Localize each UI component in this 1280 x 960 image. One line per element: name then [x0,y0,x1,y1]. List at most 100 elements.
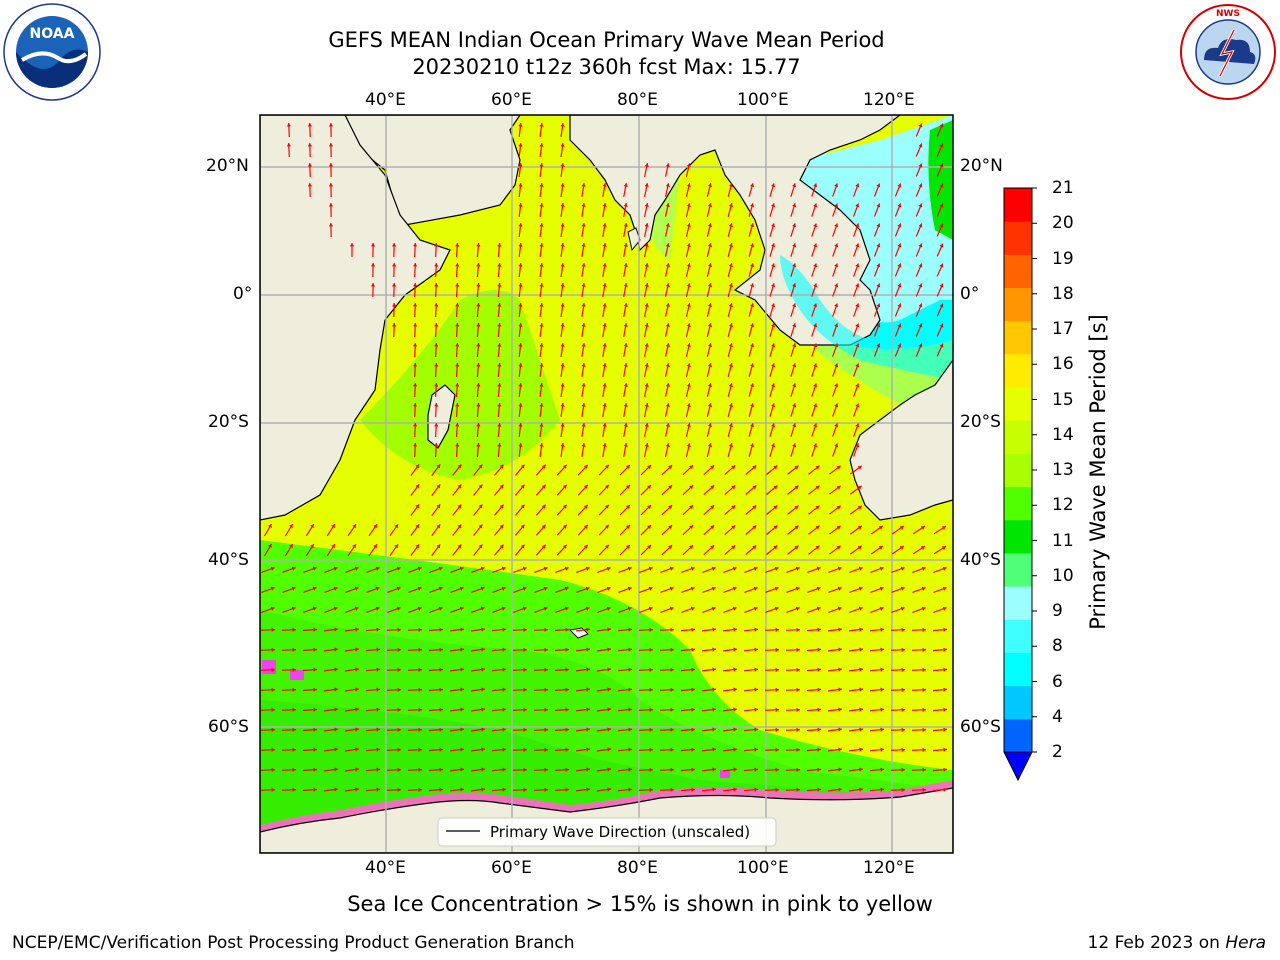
wave-arrow-head [775,747,779,752]
wave-arrow-head [481,707,485,712]
wave-arrow-head [501,566,506,571]
wave-arrow-head [460,787,464,792]
wave-arrow-head [795,566,800,571]
wave-arrow-head [459,606,464,611]
wave-arrow-head [855,223,860,228]
wave-arrow-head [792,343,797,348]
wave-arrow-head [857,485,862,490]
wave-arrow-head [817,627,821,632]
lon-tick-top: 80°E [617,90,658,110]
wave-arrow-head [690,586,695,591]
wave-arrow-head [628,727,632,732]
wave-arrow-head [394,524,399,529]
wave-arrow-head [518,363,523,367]
wave-arrow-head [670,747,674,752]
wave-arrow-head [286,123,291,127]
wave-arrow-head [771,303,775,308]
wave-arrow-head [497,323,502,327]
wave-arrow-head [581,203,586,207]
wave-arrow-head [943,747,947,752]
wave-arrow-head [918,283,923,288]
wave-arrow-head [834,403,839,408]
wave-arrow-head [333,566,338,571]
wave-arrow-head [586,707,590,712]
wave-arrow-head [583,504,588,509]
wave-arrow-head [732,566,737,571]
wave-arrow-head [897,323,902,328]
wave-arrow-head [392,263,397,267]
wave-arrow-head [459,586,464,591]
wave-arrow-head [943,727,947,732]
wave-arrow-head [838,647,842,652]
wave-arrow-head [728,303,733,308]
wave-arrow-head [918,163,923,168]
wave-arrow-head [539,423,544,427]
wave-arrow-head [707,263,712,268]
wave-arrow-head [607,627,611,632]
wave-arrow-head [750,343,754,348]
wave-arrow-head [838,747,842,752]
wave-arrow-head [733,627,737,632]
wave-arrow-head [816,606,821,611]
wave-arrow-head [606,566,611,571]
wave-arrow-head [943,667,947,672]
wave-arrow-head [476,283,481,287]
wave-arrow-head [396,586,401,591]
wave-arrow-head [668,525,673,529]
wave-arrow-head [647,505,651,509]
wave-arrow-head [292,647,296,652]
wave-arrow-head [858,606,863,611]
wave-arrow-head [628,627,632,632]
wave-arrow-head [754,727,758,732]
wave-arrow-head [771,243,775,248]
wave-arrow-head [439,727,443,732]
wave-arrow-head [497,383,502,387]
wave-arrow-head [565,707,569,712]
wave-arrow-head [623,203,628,207]
wave-arrow-head [544,727,548,732]
wave-arrow-head [434,323,439,327]
wave-arrow-head [670,727,674,732]
wave-arrow-head [918,263,923,268]
wave-arrow-head [941,546,946,550]
wave-arrow-head [941,526,946,530]
wave-arrow-head [838,787,842,792]
wave-arrow-head [857,465,862,470]
wave-arrow-head [644,323,649,327]
wave-arrow-head [581,403,586,407]
wave-arrow-head [457,544,462,549]
wave-arrow-head [707,403,712,408]
wave-arrow-head [373,524,377,529]
wave-arrow-head [691,727,695,732]
wave-arrow-head [817,687,821,692]
wave-arrow-head [838,687,842,692]
wave-arrow-head [623,243,628,247]
wave-arrow-head [439,627,443,632]
wave-arrow-head [497,423,502,427]
wave-arrow-head [313,787,317,792]
wave-arrow-head [794,465,799,470]
wave-arrow-head [901,667,905,672]
wave-arrow-head [562,504,567,509]
wave-arrow-head [457,504,462,509]
wave-arrow-head [581,263,586,267]
wave-arrow-head [665,203,670,207]
wave-arrow-head [754,707,758,712]
wave-arrow-head [750,303,754,308]
wave-arrow-head [497,283,502,287]
wave-arrow-head [878,546,883,550]
wave-arrow-head [605,544,609,549]
wave-arrow-head [665,343,670,347]
wave-arrow-head [834,443,839,448]
wave-arrow-head [397,707,401,712]
wave-arrow-head [415,484,420,489]
wave-arrow-head [878,526,883,530]
wave-arrow-head [586,727,590,732]
wave-arrow-head [711,586,716,591]
wave-arrow-head [834,323,839,328]
wave-arrow-head [289,524,293,528]
wave-arrow-head [670,767,674,772]
wave-arrow-head [728,203,733,208]
wave-arrow-head [922,627,926,632]
wave-arrow-head [623,403,628,407]
